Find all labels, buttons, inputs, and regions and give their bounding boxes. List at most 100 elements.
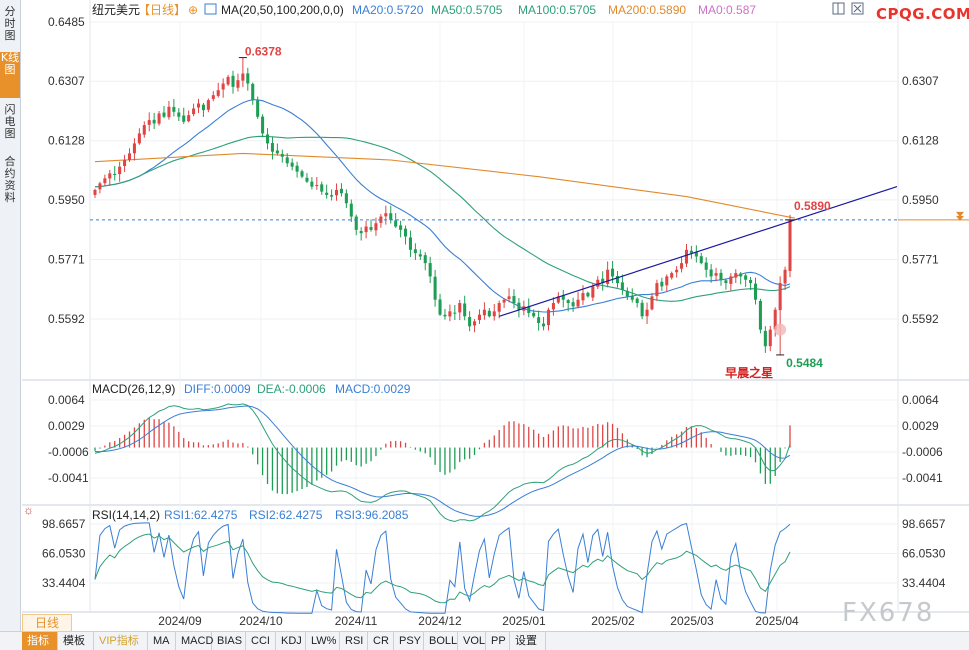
candle-body bbox=[167, 106, 171, 118]
rsi-legend: ☼ RSI(14,14,2) RSI1:62.4275 RSI2:62.4275… bbox=[23, 503, 409, 522]
candle-body bbox=[295, 165, 299, 172]
candle-body bbox=[591, 286, 595, 298]
tab-flash-chart[interactable]: 闪电图 bbox=[4, 103, 16, 140]
toolbar-item-9[interactable]: RSI bbox=[340, 632, 368, 650]
x-tick-label: 2025/03 bbox=[670, 614, 714, 628]
candle-body bbox=[93, 189, 97, 195]
candle-body bbox=[660, 281, 664, 287]
morning-star-marker bbox=[774, 323, 787, 336]
candle-body bbox=[137, 133, 141, 144]
current-price-arrow bbox=[956, 215, 964, 221]
macd-dea-line bbox=[94, 403, 791, 523]
chart-window-icons bbox=[832, 2, 864, 15]
candle-body bbox=[118, 166, 122, 175]
candle-body bbox=[763, 330, 767, 347]
candle-body bbox=[315, 184, 319, 186]
toolbar-item-15[interactable]: 设置 bbox=[510, 632, 546, 650]
candle-body bbox=[502, 299, 506, 303]
candle-body bbox=[788, 219, 792, 271]
candle-body bbox=[684, 249, 689, 264]
y-tick-label-right: 0.6128 bbox=[902, 134, 939, 148]
watermark: FX678 bbox=[842, 598, 935, 628]
candle-body bbox=[226, 76, 230, 85]
candle-body bbox=[458, 303, 462, 313]
candle-body bbox=[438, 299, 442, 315]
settings-icon[interactable]: ⊕ bbox=[188, 3, 198, 17]
candle-body bbox=[374, 223, 378, 231]
rsi3-value: RSI3:96.2085 bbox=[335, 508, 409, 522]
candle-body bbox=[339, 188, 343, 194]
candle-body bbox=[581, 293, 585, 301]
ma50-line bbox=[94, 135, 791, 302]
toolbar-item-11[interactable]: PSY bbox=[394, 632, 424, 650]
rsi-y-tick: 98.6657 bbox=[42, 517, 86, 531]
candle-body bbox=[216, 90, 220, 96]
chart-canvas[interactable]: 0.64850.63070.61280.59500.57710.55920.63… bbox=[0, 0, 969, 631]
candle-body bbox=[448, 311, 452, 317]
candle-body bbox=[113, 173, 117, 175]
candle-body bbox=[192, 108, 196, 115]
candle-body bbox=[246, 73, 250, 84]
candle-body bbox=[670, 273, 674, 278]
candle-body bbox=[704, 262, 708, 270]
y-tick-label-right: 0.5771 bbox=[902, 252, 939, 266]
y-tick-label: 0.6128 bbox=[48, 134, 85, 148]
candle-body bbox=[132, 143, 136, 154]
pattern-label: 早晨之星 bbox=[725, 365, 773, 380]
x-tick-label: 2024/09 bbox=[158, 614, 202, 628]
fullscreen-icon[interactable] bbox=[851, 2, 864, 15]
candle-body bbox=[640, 302, 644, 317]
toolbar-item-5[interactable]: BIAS bbox=[212, 632, 246, 650]
tab-kline[interactable]: K线图 bbox=[0, 52, 20, 98]
candle-body bbox=[221, 83, 225, 90]
candle-body bbox=[551, 303, 555, 310]
candle-body bbox=[384, 213, 388, 217]
rsi-label: RSI(14,14,2) bbox=[92, 508, 160, 522]
candle-body bbox=[123, 160, 127, 167]
candle-body bbox=[152, 119, 156, 124]
toolbar-item-8[interactable]: LW% bbox=[306, 632, 340, 650]
candle-body bbox=[330, 195, 334, 197]
candle-body bbox=[127, 153, 132, 161]
tab-timeshare[interactable]: 分时图 bbox=[4, 5, 16, 42]
toolbar-item-4[interactable]: MACD bbox=[176, 632, 213, 650]
candle-body bbox=[497, 303, 501, 312]
macd-y-tick-right: 0.0029 bbox=[902, 419, 939, 433]
candle-body bbox=[724, 280, 728, 284]
ma0-value: MA0:0.587 bbox=[698, 3, 756, 17]
candle-body bbox=[473, 321, 477, 326]
main-legend: 纽元美元 【日线】 ⊕ MA(20,50,100,200,0,0) MA20:0… bbox=[92, 3, 756, 17]
macd-legend: MACD(26,12,9) DIFF:0.0009 DEA:-0.0006 MA… bbox=[92, 382, 411, 396]
toolbar-item-1[interactable]: 模板 bbox=[58, 632, 94, 650]
candle-body bbox=[620, 282, 624, 290]
toolbar-item-6[interactable]: CCI bbox=[246, 632, 276, 650]
toolbar-item-10[interactable]: CR bbox=[368, 632, 394, 650]
rsi1-value: RSI1:62.4275 bbox=[164, 508, 238, 522]
toolbar-item-12[interactable]: BOLL bbox=[424, 632, 458, 650]
rsi-settings-icon[interactable]: ☼ bbox=[23, 503, 34, 517]
candle-body bbox=[719, 272, 723, 280]
ma20-line bbox=[94, 99, 791, 313]
candle-body bbox=[172, 107, 176, 112]
candle-body bbox=[354, 216, 358, 230]
candle-body bbox=[773, 309, 777, 330]
candle-body bbox=[576, 299, 580, 307]
toolbar-item-0[interactable]: 指标 bbox=[22, 632, 58, 650]
toolbar-item-7[interactable]: KDJ bbox=[276, 632, 306, 650]
candle-body bbox=[561, 295, 565, 300]
tab-contract-info[interactable]: 合约资料 bbox=[4, 155, 16, 204]
candle-body bbox=[615, 276, 620, 284]
macd-y-tick: -0.0006 bbox=[48, 445, 89, 459]
toolbar-item-3[interactable]: MA bbox=[148, 632, 176, 650]
toolbar-item-14[interactable]: PP bbox=[486, 632, 510, 650]
y-tick-label-right: 0.5592 bbox=[902, 312, 939, 326]
toolbar-item-2[interactable]: VIP指标 bbox=[94, 632, 148, 650]
macd-diff-value: DIFF:0.0009 bbox=[184, 382, 251, 396]
ma-toggle-icon[interactable] bbox=[204, 3, 217, 15]
candle-body bbox=[453, 312, 457, 314]
candle-body bbox=[542, 323, 546, 327]
period-selector[interactable]: 日线 bbox=[22, 614, 72, 633]
toolbar-item-13[interactable]: VOL bbox=[458, 632, 486, 650]
candle-body bbox=[507, 296, 511, 300]
candle-body bbox=[477, 314, 481, 321]
